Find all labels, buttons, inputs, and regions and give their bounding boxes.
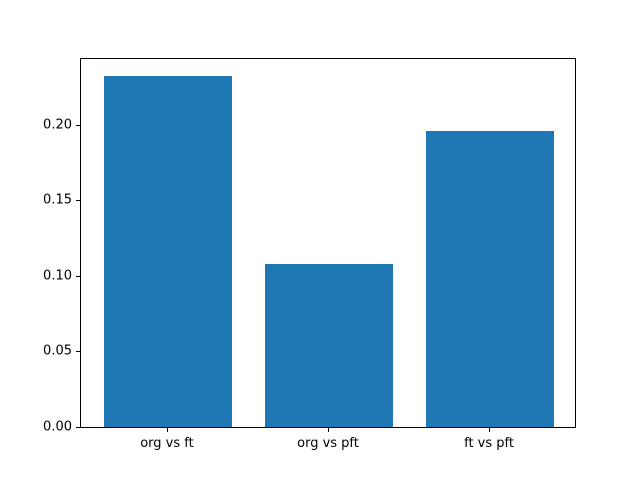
x-tick-mark: [166, 428, 168, 432]
y-tick-mark: [76, 275, 80, 277]
x-tick-label: ft vs pft: [464, 436, 514, 451]
bar-ft-vs-pft: [425, 130, 555, 427]
bar-org-vs-ft: [103, 75, 233, 427]
x-tick-mark: [328, 428, 329, 432]
x-tick-label: org vs pft: [297, 436, 359, 451]
y-tick-mark: [76, 427, 80, 428]
y-tick-label: 0.20: [43, 117, 72, 133]
plot-area: [80, 58, 576, 428]
y-tick-label: 0.15: [43, 192, 72, 208]
bar-org-vs-pft: [264, 263, 394, 427]
y-tick-mark: [76, 124, 80, 126]
y-tick-mark: [76, 200, 80, 202]
y-tick-label: 0.10: [43, 268, 72, 284]
y-tick-mark: [76, 351, 80, 353]
y-tick-label: 0.05: [43, 343, 72, 359]
y-tick-label: 0.00: [43, 419, 72, 435]
x-tick-mark: [489, 428, 491, 432]
x-tick-label: org vs ft: [140, 436, 194, 451]
